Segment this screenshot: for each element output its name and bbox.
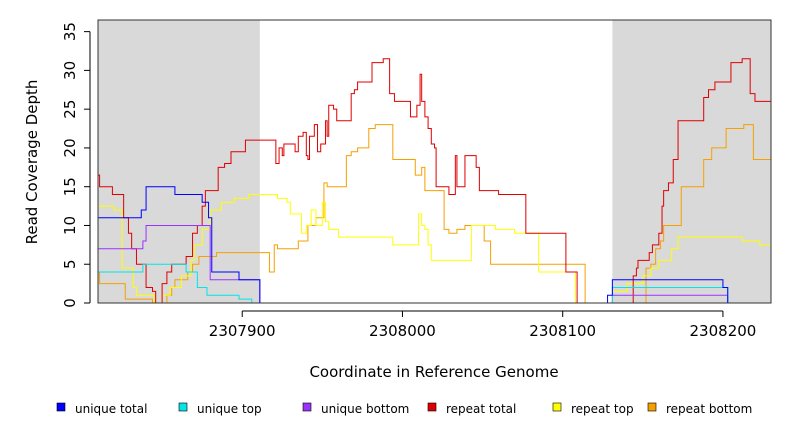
legend-label: unique bottom [321, 402, 409, 416]
y-tick-label: 20 [61, 138, 79, 157]
legend-swatch [427, 402, 437, 412]
y-tick-label: 30 [61, 61, 79, 80]
y-tick-label: 5 [61, 259, 79, 269]
legend-item-unique-total: unique total [56, 402, 147, 416]
y-tick-label: 35 [61, 22, 79, 41]
legend-item-unique-bottom: unique bottom [302, 402, 409, 416]
legend-label: unique top [197, 402, 262, 416]
x-axis-title: Coordinate in Reference Genome [309, 363, 558, 381]
legend-item-unique-top: unique top [178, 402, 262, 416]
y-tick-label: 10 [61, 216, 79, 235]
legend-item-repeat-total: repeat total [427, 402, 516, 416]
series-line-unique-top [98, 263, 771, 304]
y-tick-label: 0 [61, 298, 79, 308]
shaded-regions [98, 20, 771, 303]
x-tick-label: 2308000 [369, 322, 436, 340]
series-line-unique-bottom [98, 224, 771, 304]
series-lines [98, 58, 771, 304]
legend-swatch [647, 402, 657, 412]
x-tick-label: 2308200 [690, 322, 757, 340]
shaded-region-1 [98, 20, 260, 303]
legend-item-repeat-bottom: repeat bottom [647, 402, 752, 416]
legend-swatch [302, 402, 312, 412]
legend-item-repeat-top: repeat top [552, 402, 634, 416]
series-line-repeat-total [98, 58, 771, 304]
series-line-unique-total [98, 186, 771, 304]
y-ticks: 0 5 10 15 20 25 30 35 [61, 22, 90, 308]
x-tick-label: 2308100 [529, 322, 596, 340]
legend-swatch [178, 402, 188, 412]
legend-swatch [56, 402, 66, 412]
legend-label: unique total [75, 402, 147, 416]
legend-swatch [552, 402, 562, 412]
legend-label: repeat top [571, 402, 634, 416]
legend-label: repeat total [446, 402, 516, 416]
legend: unique total unique top unique bottom repea… [56, 402, 752, 416]
y-tick-label: 15 [61, 177, 79, 196]
axes [89, 31, 723, 312]
x-tick-label: 2307900 [209, 322, 276, 340]
y-axis-title: Read Coverage Depth [23, 80, 41, 245]
series-line-repeat-bottom [98, 124, 771, 304]
legend-label: repeat bottom [666, 402, 752, 416]
shaded-region-2 [612, 20, 771, 303]
x-ticks: 2307900 2308000 2308100 2308200 [209, 311, 757, 340]
y-tick-label: 25 [61, 100, 79, 119]
plot-frame [97, 19, 772, 304]
